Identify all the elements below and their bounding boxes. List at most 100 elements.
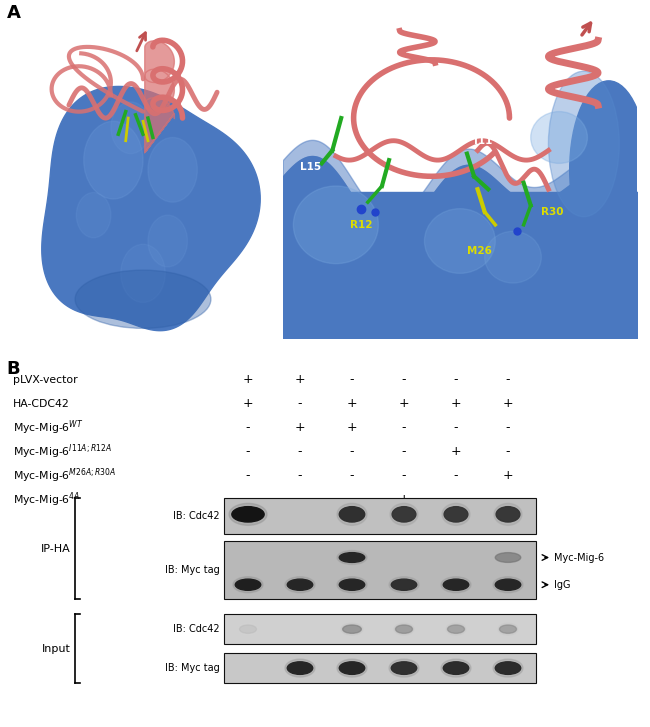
- Text: -: -: [402, 469, 406, 482]
- Text: -: -: [350, 445, 354, 458]
- Text: -: -: [506, 373, 510, 386]
- Ellipse shape: [495, 579, 521, 590]
- Text: +: +: [242, 397, 254, 410]
- Bar: [224, 542, 536, 599]
- Text: Myc-Mig-6$^{4A}$: Myc-Mig-6$^{4A}$: [13, 490, 81, 509]
- Text: -: -: [298, 469, 302, 482]
- Ellipse shape: [337, 503, 367, 526]
- Ellipse shape: [392, 507, 416, 522]
- Text: -: -: [246, 421, 250, 434]
- Ellipse shape: [238, 623, 258, 635]
- Ellipse shape: [390, 503, 418, 526]
- Ellipse shape: [339, 507, 365, 522]
- Text: R12: R12: [350, 220, 372, 230]
- Ellipse shape: [495, 553, 521, 563]
- Circle shape: [121, 244, 165, 302]
- Text: -: -: [246, 445, 250, 458]
- Text: -: -: [506, 493, 510, 506]
- Text: Myc-Mig-6$^{I11A;R12A}$: Myc-Mig-6$^{I11A;R12A}$: [13, 442, 112, 461]
- Text: IB: Cdc42: IB: Cdc42: [174, 624, 220, 634]
- Text: pLVX-vector: pLVX-vector: [13, 374, 77, 385]
- Ellipse shape: [443, 579, 469, 590]
- Text: +: +: [398, 397, 410, 410]
- Ellipse shape: [499, 625, 517, 633]
- Bar: [224, 499, 536, 534]
- Ellipse shape: [443, 662, 469, 675]
- Text: M26: M26: [467, 246, 492, 256]
- Text: +: +: [294, 373, 305, 386]
- Text: -: -: [246, 469, 250, 482]
- Ellipse shape: [287, 579, 313, 590]
- Text: Myc-Mig-6$^{WT}$: Myc-Mig-6$^{WT}$: [13, 418, 84, 437]
- Ellipse shape: [75, 270, 211, 329]
- Text: -: -: [350, 469, 354, 482]
- Text: -: -: [298, 445, 302, 458]
- Text: -: -: [298, 397, 302, 410]
- Text: -: -: [402, 445, 406, 458]
- Ellipse shape: [493, 577, 523, 593]
- Ellipse shape: [494, 503, 522, 526]
- Text: +: +: [346, 397, 358, 410]
- Text: +: +: [346, 421, 358, 434]
- Text: Myc-Mig-6: Myc-Mig-6: [554, 553, 604, 563]
- Ellipse shape: [444, 507, 468, 522]
- Circle shape: [148, 215, 187, 267]
- Ellipse shape: [232, 507, 264, 522]
- Text: -: -: [454, 493, 458, 506]
- Text: I11: I11: [474, 136, 493, 146]
- Ellipse shape: [498, 623, 518, 635]
- Text: -: -: [402, 373, 406, 386]
- Ellipse shape: [549, 71, 619, 217]
- Ellipse shape: [395, 625, 413, 633]
- Text: -: -: [454, 421, 458, 434]
- Text: -: -: [402, 421, 406, 434]
- Text: -: -: [246, 493, 250, 506]
- Ellipse shape: [339, 662, 365, 675]
- Circle shape: [148, 137, 198, 202]
- Ellipse shape: [441, 659, 471, 677]
- Ellipse shape: [341, 623, 363, 635]
- Ellipse shape: [391, 579, 417, 590]
- Text: IB: Myc tag: IB: Myc tag: [165, 566, 220, 575]
- Ellipse shape: [442, 503, 470, 526]
- Ellipse shape: [239, 625, 257, 633]
- Ellipse shape: [233, 577, 263, 593]
- Text: IB: Myc tag: IB: Myc tag: [165, 663, 220, 673]
- Text: +: +: [450, 397, 462, 410]
- Text: +: +: [502, 397, 514, 410]
- Text: -: -: [298, 493, 302, 506]
- Ellipse shape: [287, 662, 313, 675]
- Text: -: -: [506, 421, 510, 434]
- Circle shape: [76, 193, 111, 238]
- Ellipse shape: [337, 577, 367, 593]
- Ellipse shape: [337, 659, 367, 677]
- Ellipse shape: [447, 625, 465, 633]
- Polygon shape: [42, 87, 260, 331]
- Ellipse shape: [441, 577, 471, 593]
- Circle shape: [485, 231, 541, 283]
- Text: +: +: [242, 373, 254, 386]
- Ellipse shape: [569, 81, 647, 259]
- Text: HA-CDC42: HA-CDC42: [13, 398, 70, 409]
- Text: IB: Cdc42: IB: Cdc42: [174, 511, 220, 521]
- Text: +: +: [450, 445, 462, 458]
- Text: IgG: IgG: [554, 579, 571, 590]
- Ellipse shape: [496, 507, 520, 522]
- Ellipse shape: [285, 659, 315, 677]
- Ellipse shape: [339, 579, 365, 590]
- Ellipse shape: [495, 662, 521, 675]
- Text: -: -: [454, 373, 458, 386]
- Bar: [224, 653, 536, 683]
- Ellipse shape: [394, 623, 414, 635]
- Text: A: A: [6, 4, 20, 22]
- Text: -: -: [350, 493, 354, 506]
- Circle shape: [530, 111, 588, 164]
- Circle shape: [293, 186, 378, 264]
- Ellipse shape: [493, 550, 523, 564]
- Ellipse shape: [446, 623, 466, 635]
- Ellipse shape: [229, 503, 267, 526]
- Ellipse shape: [389, 577, 419, 593]
- Text: IP-HA: IP-HA: [41, 544, 71, 554]
- Ellipse shape: [389, 659, 419, 677]
- Ellipse shape: [285, 577, 315, 593]
